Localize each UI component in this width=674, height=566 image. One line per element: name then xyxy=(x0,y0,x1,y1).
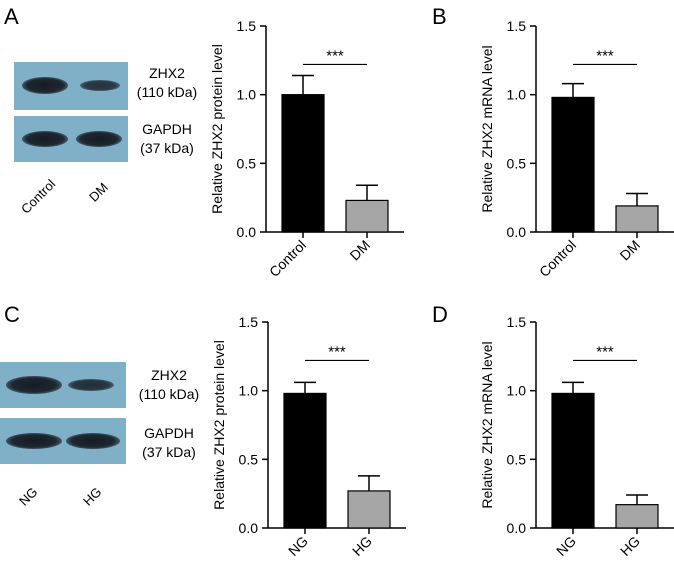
panel-letter-a: A xyxy=(4,4,19,29)
y-tick-label: 0.5 xyxy=(507,155,527,171)
blot-c-zhx2-band-ng xyxy=(6,376,62,394)
blot-c-lane-hg: HG xyxy=(80,484,105,509)
blot-c-zhx2-label: ZHX2 (110 kDa) xyxy=(132,366,206,404)
significance-label: *** xyxy=(328,343,346,360)
bar-control xyxy=(551,96,595,233)
blot-a-gapdh-band-dm xyxy=(76,131,122,147)
blot-c-lane-ng: NG xyxy=(16,484,41,509)
blot-a-zhx2-band-dm xyxy=(80,80,120,91)
blot-a-zhx2-kda: (110 kDa) xyxy=(136,84,198,100)
y-tick-label: 0.0 xyxy=(239,520,259,536)
blot-a-gapdh-strip xyxy=(14,116,128,162)
y-tick-label: 1.5 xyxy=(507,314,527,330)
panel-letter-d: D xyxy=(432,302,448,327)
chart-a: 0.0 0.5 1.0 1.5 Relative ZHX2 protein level C… xyxy=(209,18,404,280)
blot-a-lane-dm: DM xyxy=(86,179,111,205)
blot-a-gapdh-label: GAPDH (37 kDa) xyxy=(130,120,204,158)
y-tick-label: 0.0 xyxy=(237,224,257,240)
blot-c-zhx2-kda: (110 kDa) xyxy=(138,386,200,402)
blot-a-zhx2-name: ZHX2 xyxy=(149,65,185,81)
x-tick-label: Control xyxy=(266,237,309,280)
y-tick-label: 1.0 xyxy=(507,87,527,103)
y-axis-label: Relative ZHX2 mRNA level xyxy=(479,341,495,508)
blot-c-zhx2-strip xyxy=(0,362,126,408)
panel-letter-c: C xyxy=(4,302,20,327)
blot-a-gapdh-band-control xyxy=(22,131,68,147)
significance-label: *** xyxy=(596,47,614,64)
panel-letter-b: B xyxy=(432,4,447,29)
y-tick-label: 0.0 xyxy=(507,520,527,536)
significance-label: *** xyxy=(596,343,614,360)
y-tick-label: 1.5 xyxy=(237,18,257,34)
bar-hg xyxy=(347,490,391,529)
bar-ng xyxy=(551,392,595,529)
bar-ng xyxy=(283,392,327,529)
y-tick-label: 0.5 xyxy=(237,155,257,171)
bar-dm xyxy=(615,205,659,233)
blot-c-gapdh-band-hg xyxy=(66,433,120,449)
blot-a-zhx2-label: ZHX2 (110 kDa) xyxy=(130,64,204,102)
chart-b: 0.0 0.5 1.0 1.5 Relative ZHX2 mRNA level Cont… xyxy=(479,18,674,280)
blot-c-gapdh-band-ng xyxy=(6,433,62,449)
y-tick-label: 0.5 xyxy=(239,451,259,467)
significance-label: *** xyxy=(326,47,344,64)
blot-c-gapdh-label: GAPDH (37 kDa) xyxy=(132,424,206,462)
y-tick-label: 1.0 xyxy=(507,383,527,399)
blot-c-gapdh-kda: (37 kDa) xyxy=(142,444,196,460)
y-tick-label: 0.0 xyxy=(507,224,527,240)
bar-hg xyxy=(615,504,659,529)
x-tick-label: HG xyxy=(617,533,643,559)
blot-c-gapdh-strip xyxy=(0,418,126,464)
blot-a-zhx2-strip xyxy=(14,62,128,110)
blot-c-zhx2-name: ZHX2 xyxy=(151,367,187,383)
y-axis-label: Relative ZHX2 protein level xyxy=(209,44,225,214)
chart-c: 0.0 0.5 1.0 1.5 Relative ZHX2 protein level N… xyxy=(211,314,406,559)
blot-a-zhx2-band-control xyxy=(22,77,68,94)
blot-a-gapdh-kda: (37 kDa) xyxy=(140,140,194,156)
bar-dm xyxy=(345,199,389,233)
x-tick-label: DM xyxy=(616,237,643,264)
blot-c-zhx2-band-hg xyxy=(68,379,114,391)
y-tick-label: 0.5 xyxy=(507,451,527,467)
x-tick-label: DM xyxy=(346,237,373,264)
bar-control xyxy=(281,94,325,233)
x-tick-label: HG xyxy=(349,533,375,559)
y-tick-label: 1.0 xyxy=(237,87,257,103)
blot-a-lane-control: Control xyxy=(18,176,59,217)
y-axis-label: Relative ZHX2 mRNA level xyxy=(479,45,495,212)
y-axis-label: Relative ZHX2 protein level xyxy=(211,340,227,510)
y-tick-label: 1.5 xyxy=(507,18,527,34)
blot-a-gapdh-name: GAPDH xyxy=(142,121,192,137)
x-tick-label: NG xyxy=(553,533,579,559)
x-tick-label: Control xyxy=(536,237,579,280)
y-tick-label: 1.0 xyxy=(239,383,259,399)
y-tick-label: 1.5 xyxy=(239,314,259,330)
x-tick-label: NG xyxy=(285,533,311,559)
blot-c-gapdh-name: GAPDH xyxy=(144,425,194,441)
chart-d: 0.0 0.5 1.0 1.5 Relative ZHX2 mRNA level NG HG… xyxy=(479,314,674,559)
